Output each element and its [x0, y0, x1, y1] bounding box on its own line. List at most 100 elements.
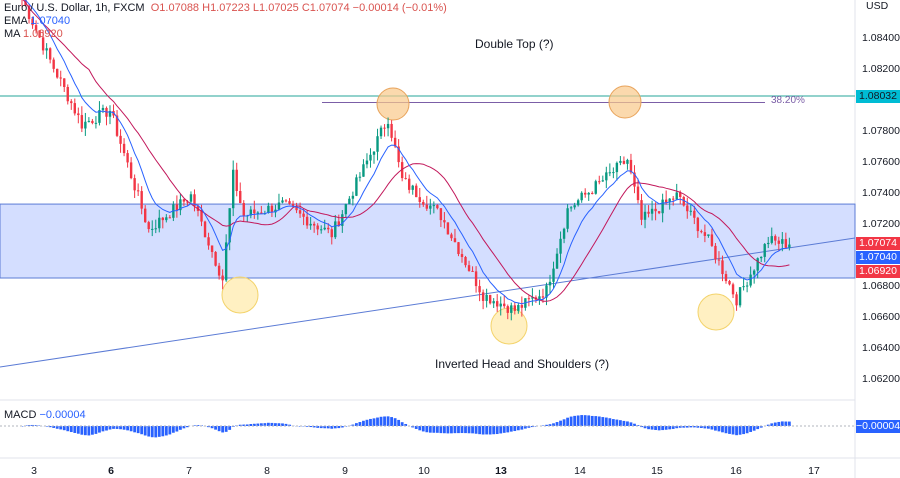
- ma-legend[interactable]: MA 1.06920: [4, 28, 63, 40]
- time-tick: 13: [495, 465, 507, 477]
- macd-bar: [87, 426, 91, 436]
- candle-body: [341, 214, 344, 226]
- candle-body: [161, 217, 164, 221]
- candle-body: [312, 223, 316, 226]
- candle-body: [774, 236, 777, 241]
- candle-body: [165, 217, 168, 221]
- candle-body: [70, 101, 73, 104]
- macd-bar: [534, 426, 538, 427]
- macd-bar: [531, 426, 534, 428]
- macd-bar: [228, 426, 232, 430]
- macd-bar: [731, 426, 735, 435]
- macd-bar: [443, 426, 446, 434]
- macd-bar: [580, 415, 584, 426]
- macd-bar: [418, 426, 422, 431]
- macd-bar: [101, 426, 105, 432]
- candle-body: [87, 120, 91, 122]
- candle-body: [703, 232, 707, 236]
- ema-value: 1.07040: [30, 15, 71, 27]
- candle-body: [548, 281, 552, 286]
- candle-body: [707, 234, 710, 236]
- candle-body: [439, 208, 443, 221]
- macd-bar: [404, 423, 408, 426]
- candle-body: [496, 301, 499, 307]
- macd-bar: [45, 426, 49, 427]
- macd-bar: [467, 426, 471, 434]
- price-tick: 1.07600: [862, 156, 900, 168]
- candle-body: [559, 238, 562, 254]
- candle-body: [348, 198, 351, 205]
- macd-bar: [492, 426, 496, 435]
- open-value: O1.07088: [150, 2, 200, 14]
- macd-bar: [633, 423, 636, 426]
- candle-body: [260, 212, 263, 214]
- candle-body: [520, 305, 524, 308]
- candle-body: [179, 199, 182, 211]
- candle-body: [700, 231, 703, 233]
- macd-legend[interactable]: MACD −0.00004: [4, 409, 86, 421]
- double-top-label: Double Top (?): [475, 37, 554, 51]
- candle-body: [56, 68, 59, 78]
- macd-bar: [171, 426, 175, 433]
- candle-body: [545, 285, 548, 298]
- candle-body: [510, 305, 513, 313]
- candle-body: [422, 201, 425, 205]
- macd-bar: [640, 426, 643, 428]
- macd-bar: [390, 417, 393, 426]
- candle-body: [760, 256, 763, 259]
- macd-bar: [615, 419, 619, 426]
- candle-body: [629, 159, 633, 173]
- macd-bar: [157, 426, 161, 437]
- candle-body: [369, 154, 372, 161]
- macd-bar: [520, 426, 524, 430]
- macd-bar: [397, 419, 401, 426]
- candle-body: [45, 48, 48, 51]
- candle-body: [763, 244, 766, 257]
- ema-legend[interactable]: EMA 1.07040: [4, 15, 70, 27]
- candle-body: [566, 208, 569, 229]
- low-value: L1.07025: [252, 2, 299, 14]
- macd-bar: [48, 426, 52, 428]
- candle-body: [274, 209, 277, 213]
- macd-bar: [428, 426, 432, 433]
- macd-bar: [678, 426, 682, 428]
- macd-bar: [393, 418, 397, 426]
- candle-body: [650, 208, 654, 214]
- macd-bar: [435, 426, 439, 433]
- macd-bar: [499, 426, 503, 434]
- macd-bar: [414, 426, 418, 429]
- macd-bar: [766, 424, 770, 426]
- macd-bar: [707, 426, 710, 429]
- time-tick: 15: [651, 465, 663, 477]
- candle-body: [239, 191, 242, 204]
- low-marker-circle: [697, 293, 735, 331]
- candle-body: [467, 265, 471, 271]
- candle-body: [777, 240, 780, 244]
- time-tick: 14: [574, 465, 586, 477]
- macd-bar: [643, 426, 647, 429]
- candle-body: [305, 216, 309, 226]
- candle-body: [122, 143, 126, 154]
- candle-body: [281, 200, 284, 203]
- candle-body: [643, 211, 647, 220]
- candle-body: [517, 305, 520, 311]
- candle-body: [355, 177, 358, 196]
- candle-body: [605, 172, 608, 181]
- candle-body: [622, 160, 626, 164]
- macd-bar: [770, 423, 774, 426]
- candle-body: [207, 237, 210, 246]
- macd-bar: [376, 417, 379, 426]
- candle-body: [541, 296, 545, 298]
- candle-body: [675, 192, 678, 200]
- price-tick: 1.07800: [862, 125, 900, 137]
- macd-bar: [365, 419, 369, 426]
- candle-body: [738, 287, 742, 306]
- macd-bar: [379, 416, 383, 426]
- candle-body: [657, 211, 661, 214]
- candle-body: [217, 265, 221, 276]
- macd-bar: [154, 426, 158, 438]
- price-tick: 1.07400: [862, 187, 900, 199]
- macd-bar: [122, 426, 126, 430]
- macd-bar: [724, 426, 728, 434]
